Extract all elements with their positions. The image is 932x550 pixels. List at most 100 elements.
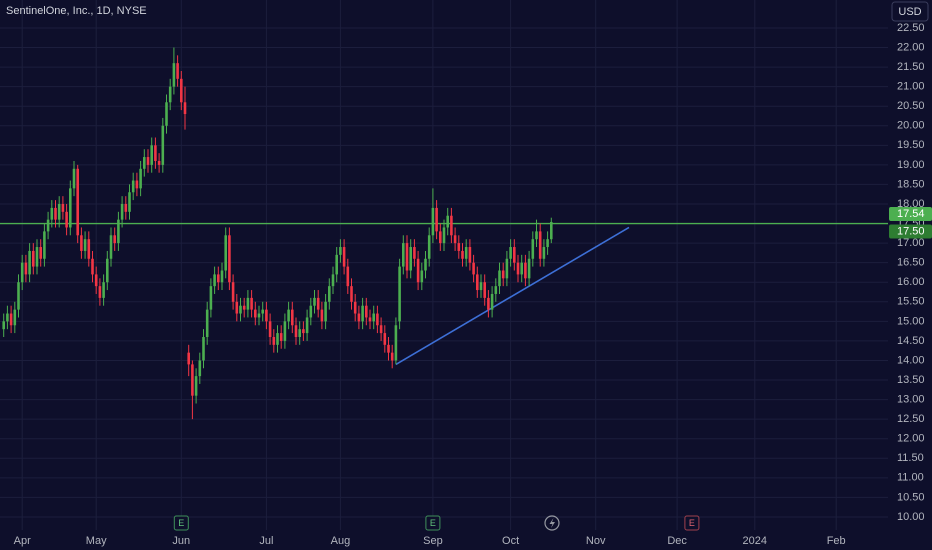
candle-body [98, 286, 102, 298]
candle-body [76, 168, 79, 236]
event-label: E [178, 518, 184, 528]
y-tick-label: 12.50 [897, 413, 925, 425]
dividend-icon[interactable] [544, 515, 560, 531]
candle-body [279, 333, 283, 341]
candle-body [6, 313, 9, 322]
currency: USD [898, 6, 921, 18]
x-tick-label: 2024 [743, 535, 767, 547]
candle-body [368, 317, 372, 322]
x-tick-label: Sep [423, 535, 443, 547]
candle-body [109, 235, 113, 259]
candle-body [309, 305, 313, 318]
candle-body [220, 270, 224, 283]
candle-body [435, 207, 438, 232]
candle-body [335, 254, 338, 275]
candle-body [172, 63, 176, 87]
x-tick-label: Aug [331, 535, 351, 547]
candle-body [272, 337, 276, 345]
candle-body [165, 102, 168, 126]
candle-body [168, 86, 172, 103]
candle-body [276, 333, 279, 345]
candle-body [468, 247, 472, 263]
candle-body [538, 231, 542, 259]
candle-body [161, 125, 165, 165]
candle-body [501, 270, 505, 279]
candle-body [442, 227, 446, 244]
candle-body [402, 243, 405, 267]
candle-body [294, 325, 298, 338]
candle-body [390, 352, 394, 361]
candle-body [494, 286, 498, 294]
y-tick-label: 10.50 [897, 491, 925, 503]
candle-body [431, 207, 435, 236]
candle-body [424, 258, 427, 271]
candle-body [213, 274, 216, 287]
candle-body [224, 235, 227, 271]
candle-body [542, 247, 546, 259]
candle-body [257, 313, 261, 318]
candle-body [61, 203, 65, 212]
candle-body [379, 325, 383, 334]
candle-body [9, 313, 13, 326]
y-tick-label: 17.00 [897, 237, 925, 249]
candle-body [191, 364, 194, 396]
y-tick-label: 13.50 [897, 374, 925, 386]
candle-body [24, 262, 28, 275]
candle-body [239, 305, 242, 314]
last-price-box [889, 206, 932, 221]
y-tick-label: 21.00 [897, 81, 925, 93]
y-tick-label: 16.00 [897, 276, 925, 288]
x-tick-label: May [86, 535, 107, 547]
y-tick-label: 20.50 [897, 100, 925, 112]
candle-body [505, 258, 509, 279]
candle-body [339, 247, 342, 255]
candle-body [202, 337, 205, 361]
icon-circle [544, 515, 560, 531]
candle-body [427, 235, 431, 259]
candle-body [150, 145, 153, 165]
y-tick-label: 19.50 [897, 139, 925, 151]
y-tick-label: 13.00 [897, 394, 925, 406]
candle-body [180, 78, 183, 103]
candle-body [342, 247, 346, 267]
hline-price-label: 17.50 [897, 225, 925, 237]
candle-body [20, 262, 24, 283]
y-tick-label: 15.00 [897, 315, 925, 327]
candle-body [320, 309, 324, 322]
y-tick-label: 22.50 [897, 22, 925, 34]
trend-line [395, 226, 630, 366]
y-tick-label: 19.00 [897, 159, 925, 171]
candle-body [316, 297, 320, 310]
event-badge [425, 515, 441, 531]
candle-body [353, 301, 357, 314]
candle-body [28, 250, 31, 275]
candle-body [546, 239, 549, 248]
candle-body [346, 266, 350, 287]
candle-body [513, 247, 516, 263]
last-price-label: 17.54 [897, 208, 925, 220]
candle-body [228, 235, 231, 283]
candle-body [102, 282, 105, 298]
candle-body [265, 309, 268, 322]
candle-body [387, 344, 390, 353]
candle-body [13, 309, 17, 326]
candle-body [487, 297, 490, 310]
candle-body [154, 145, 157, 161]
candle-body [516, 262, 520, 275]
x-tick-label: Dec [667, 535, 687, 547]
candle-body [302, 329, 305, 334]
candle-body [357, 313, 361, 322]
event-label: E [689, 518, 695, 528]
candle-body [472, 262, 475, 275]
candle-body [187, 352, 190, 365]
candle-body [305, 317, 309, 334]
candle-body [405, 243, 409, 271]
candle-body [46, 219, 50, 232]
candle-body [520, 262, 523, 275]
candle-body [413, 247, 416, 259]
candle-body [490, 293, 494, 310]
candle-body [217, 274, 220, 283]
currency-box[interactable] [891, 1, 929, 22]
candle-body [550, 221, 553, 240]
